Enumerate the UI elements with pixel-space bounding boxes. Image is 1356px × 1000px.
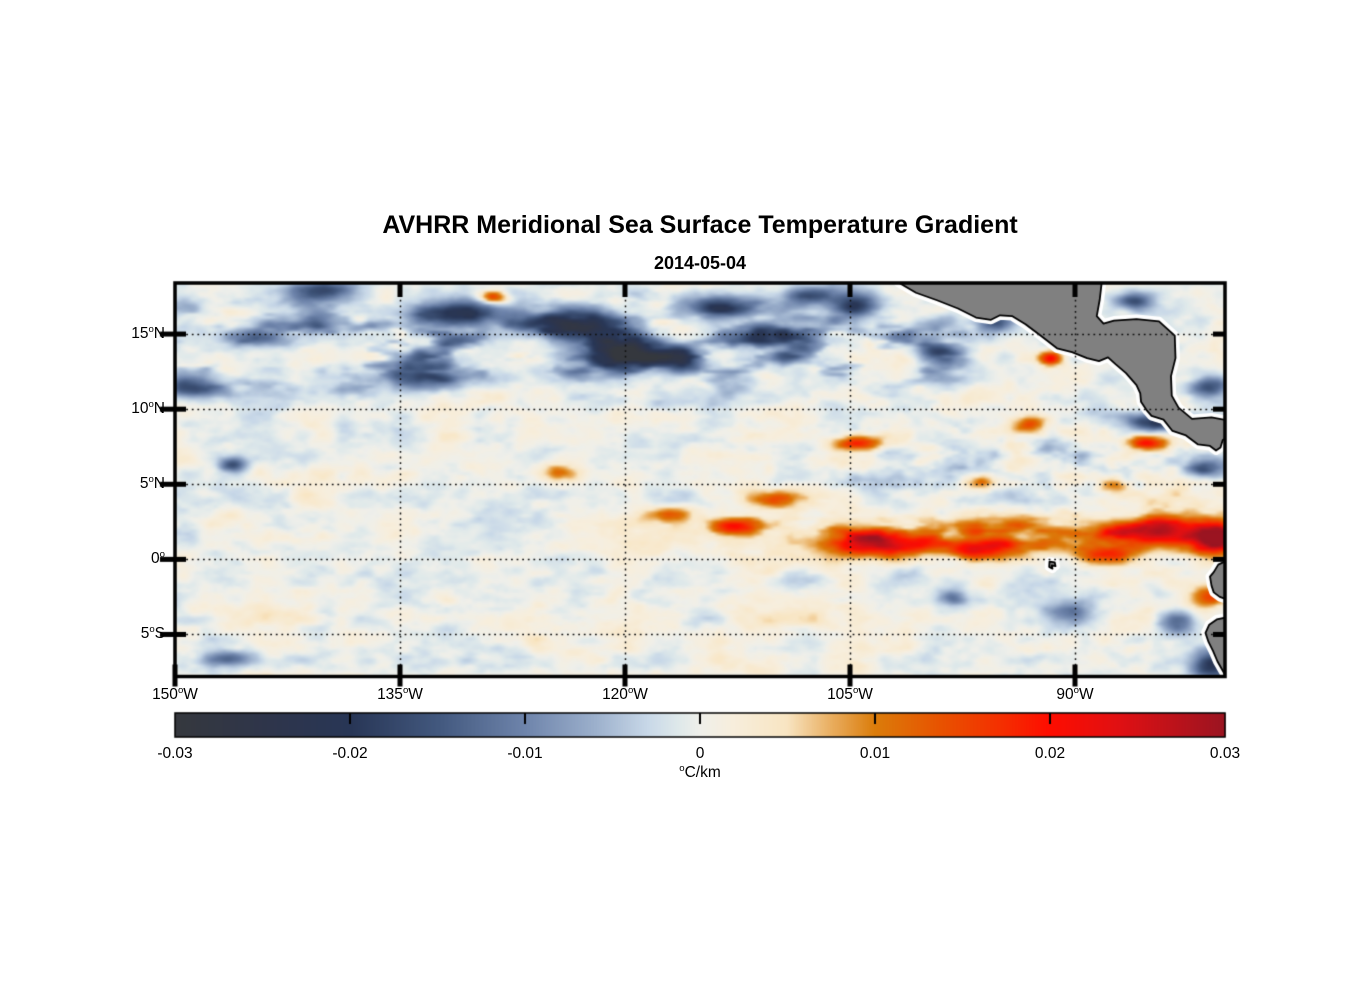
colorbar-tick-label: -0.03 [157, 745, 193, 762]
degree-symbol: o [679, 763, 685, 774]
x-tick-label: 90oW [1056, 684, 1094, 703]
y-tick-label: 15oN [131, 324, 165, 343]
unit-text: C/km [684, 764, 721, 782]
y-tick-label: 10oN [131, 399, 165, 418]
y-tick-label: 5oN [139, 474, 165, 493]
x-tick-label: 120oW [602, 684, 648, 703]
colorbar-unit-label: oC/km [175, 763, 1225, 782]
y-tick-label: 0o [151, 549, 165, 568]
colorbar-tick-label: 0.02 [1034, 745, 1066, 762]
colorbar-tick-label: -0.01 [507, 745, 543, 762]
colorbar-tick-label: 0 [695, 745, 705, 762]
x-tick-label: 135oW [377, 684, 423, 703]
x-tick-label: 105oW [827, 684, 873, 703]
chart-title: AVHRR Meridional Sea Surface Temperature… [382, 211, 1018, 239]
chart-date-subtitle: 2014-05-04 [653, 253, 747, 273]
colorbar-tick-label: -0.02 [332, 745, 368, 762]
colorbar-tick-label: 0.01 [859, 745, 891, 762]
colorbar-tick-label: 0.03 [1209, 745, 1241, 762]
y-tick-label: 5oS [140, 624, 165, 643]
x-tick-label: 150oW [152, 684, 198, 703]
